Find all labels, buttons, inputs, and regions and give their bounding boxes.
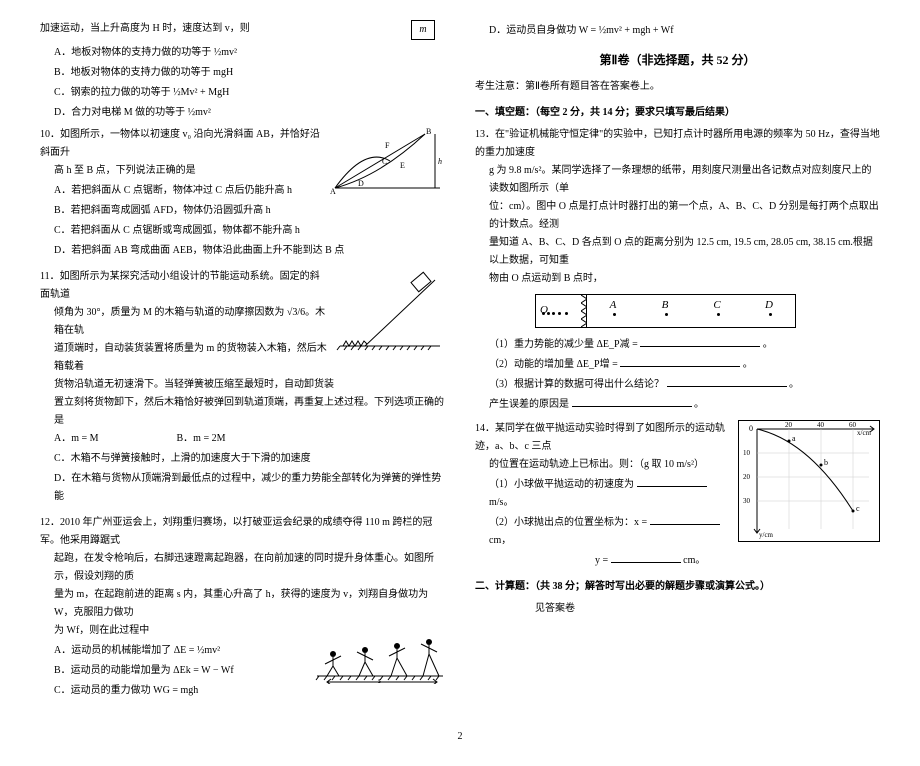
q11: 11．如图所示为某探究活动小组设计的节能运动系统。固定的斜面轨道 倾角为 30°… xyxy=(40,268,445,508)
svg-text:h: h xyxy=(438,157,442,166)
q14-blank-x xyxy=(650,512,720,525)
q13-stem5: 物由 O 点运动到 B 点时， xyxy=(475,270,880,288)
q13: 13．在"验证机械能守恒定律"的实验中，已知打点计时器所用电源的频率为 50 H… xyxy=(475,126,880,414)
svg-text:30: 30 xyxy=(743,497,751,505)
q14-sub1a: （1）小球做平抛运动的初速度为 xyxy=(489,479,634,490)
q12-figure: s xyxy=(315,636,445,684)
q13-blank3 xyxy=(667,374,787,387)
q14-graph: 20 40 60 x/cm 10 20 30 y/cm a b c 0 xyxy=(738,420,880,542)
q11-stem5: 置立刻将货物卸下，然后木箱恰好被弹回到轨道顶端，再重复上述过程。下列选项正确的是 xyxy=(40,394,445,430)
fill-title: 一、填空题：（每空 2 分，共 14 分；要求只填写最后结果） xyxy=(475,104,880,122)
q10-opt-c: C．若把斜面从 C 点锯断或弯成圆弧，物体都不能升高 h xyxy=(40,222,445,240)
q13-blank1 xyxy=(640,334,760,347)
q13-stem1: 13．在"验证机械能守恒定律"的实验中，已知打点计时器所用电源的频率为 50 H… xyxy=(475,126,880,162)
q9-opt-a: A．地板对物体的支持力做的功等于 ½mv² xyxy=(40,44,445,62)
q14-blank-v xyxy=(637,474,707,487)
q13-stem4: 量知道 A、B、C、D 各点到 O 点的距离分别为 12.5 cm, 19.5 … xyxy=(475,234,880,270)
q11-opt-b: B．m = 2M xyxy=(177,433,226,444)
svg-text:x/cm: x/cm xyxy=(857,429,872,437)
svg-text:A: A xyxy=(330,187,336,196)
q13-stem2: g 为 9.8 m/s²。某同学选择了一条理想的纸带，用刻度尺测量出各记数点对应… xyxy=(475,162,880,198)
svg-text:a: a xyxy=(792,434,796,443)
q12-opt-d: D．运动员自身做功 W = ½mv² + mgh + Wf xyxy=(475,22,880,40)
q13-sub2-text: （2）动能的增加量 ΔE_P增 = xyxy=(489,359,618,370)
q14: 204060 x/cm 102030 y/cm a b c 0 14．某同学在做… xyxy=(475,420,880,570)
svg-text:B: B xyxy=(426,127,431,136)
m-box: m xyxy=(411,20,435,40)
timer-tape: O A B C D xyxy=(535,294,796,328)
q13-blank4 xyxy=(572,394,692,407)
q14-sub2c: y = xyxy=(595,555,608,566)
q13-sub1-text: （1）重力势能的减少量 ΔE_P减 = xyxy=(489,339,638,350)
q11-opt-c: C．木箱不与弹簧接触时，上滑的加速度大于下滑的加速度 xyxy=(40,450,445,468)
q13-sub4: 产生误差的原因是 。 xyxy=(475,394,880,414)
q13-blank2 xyxy=(620,354,740,367)
calc-note: 见答案卷 xyxy=(475,600,880,618)
svg-text:F: F xyxy=(385,141,390,150)
q13-sub4-text: 产生误差的原因是 xyxy=(489,399,569,410)
q11-stem4: 货物沿轨道无初速滑下。当轻弹簧被压缩至最短时，自动卸货装 xyxy=(40,376,445,394)
q13-sub3-text: （3）根据计算的数据可得出什么结论？ xyxy=(489,379,664,390)
q13-sub3-end: 。 xyxy=(789,379,799,390)
q9-opt-d: D．合力对电梯 M 做的功等于 ½mv² xyxy=(40,104,445,122)
q9-opt-c: C．钢索的拉力做的功等于 ½Mv² + MgH xyxy=(40,84,445,102)
svg-text:40: 40 xyxy=(817,421,825,429)
q13-sub2-end: 。 xyxy=(743,359,753,370)
q9-intro-text: 加速运动，当上升高度为 H 时，速度达到 v，则 xyxy=(40,23,250,34)
tape-label-o: O xyxy=(540,301,548,321)
q11-opt-d: D．在木箱与货物从顶端滑到最低点的过程中，减少的重力势能全部转化为弹簧的弹性势能 xyxy=(40,470,445,506)
svg-text:20: 20 xyxy=(743,473,751,481)
calc-title: 二、计算题：（共 38 分；解答时写出必要的解题步骤或演算公式。） xyxy=(475,578,880,596)
svg-text:0: 0 xyxy=(749,424,753,433)
q10-opt-b: B．若把斜面弯成圆弧 AFD，物体仍沿圆弧升高 h xyxy=(40,202,445,220)
q14-sub2-row2: y = cm。 xyxy=(475,550,880,570)
q9-opt-b: B．地板对物体的支持力做的功等于 mgH xyxy=(40,64,445,82)
q12-stem2: 起跑，在发令枪响后，右脚迅速蹬离起跑器，在向前加速的同时提升身体重心。如图所示，… xyxy=(40,550,445,586)
svg-text:c: c xyxy=(856,504,860,513)
page-number: 2 xyxy=(40,728,880,746)
svg-text:y/cm: y/cm xyxy=(759,531,774,539)
section-2-note: 考生注意：第Ⅱ卷所有题目答在答案卷上。 xyxy=(475,78,880,96)
svg-text:b: b xyxy=(824,458,828,467)
q13-sub4-end: 。 xyxy=(694,399,704,410)
q13-sub3: （3）根据计算的数据可得出什么结论？ 。 xyxy=(475,374,880,394)
q12-stem1: 12．2010 年广州亚运会上，刘翔重归赛场，以打破亚运会纪录的成绩夺得 110… xyxy=(40,514,445,550)
q14-sub2a: （2）小球抛出点的位置坐标为：x = xyxy=(489,517,647,528)
q10-opt-d: D．若把斜面 AB 弯成曲面 AEB，物体沿此曲面上升不能到达 B 点 xyxy=(40,242,445,260)
svg-text:E: E xyxy=(400,161,405,170)
section-2-title: 第Ⅱ卷（非选择题，共 52 分） xyxy=(475,50,880,72)
svg-text:s: s xyxy=(378,676,381,684)
q11-opt-a: A．m = M xyxy=(54,430,174,448)
left-column: 加速运动，当上升高度为 H 时，速度达到 v，则 m A．地板对物体的支持力做的… xyxy=(40,20,445,708)
q13-stem3: 位：cm）。图中 O 点是打点计时器打出的第一个点，A、B、C、D 分别是每打两… xyxy=(475,198,880,234)
q9-intro: 加速运动，当上升高度为 H 时，速度达到 v，则 m xyxy=(40,20,445,38)
q12-stem3: 量为 m，在起跑前进的距离 s 内，其重心升高了 h，获得的速度为 v，刘翔自身… xyxy=(40,586,445,622)
q13-sub2: （2）动能的增加量 ΔE_P增 = 。 xyxy=(475,354,880,374)
svg-text:D: D xyxy=(358,179,364,188)
svg-text:10: 10 xyxy=(743,449,751,457)
q12-opt-c: C．运动员的重力做功 WG = mgh xyxy=(40,682,445,700)
q10-figure: A B C D E F h xyxy=(330,126,445,196)
right-column: D．运动员自身做功 W = ½mv² + mgh + Wf 第Ⅱ卷（非选择题，共… xyxy=(475,20,880,708)
q14-blank-y xyxy=(611,550,681,563)
q13-sub1-end: 。 xyxy=(763,339,773,350)
svg-text:60: 60 xyxy=(849,421,857,429)
q14-sub2b: cm， xyxy=(489,535,511,546)
q12: 12．2010 年广州亚运会上，刘翔重归赛场，以打破亚运会纪录的成绩夺得 110… xyxy=(40,514,445,702)
q11-figure xyxy=(335,268,445,353)
svg-text:20: 20 xyxy=(785,421,793,429)
q13-sub1: （1）重力势能的减少量 ΔE_P减 = 。 xyxy=(475,334,880,354)
q14-sub2d: cm。 xyxy=(683,555,705,566)
q14-sub1b: m/s。 xyxy=(489,497,513,508)
svg-text:C: C xyxy=(382,157,387,166)
q10: A B C D E F h 10．如图所示，一物体以初速度 v₀ 沿向光滑斜面 … xyxy=(40,126,445,262)
